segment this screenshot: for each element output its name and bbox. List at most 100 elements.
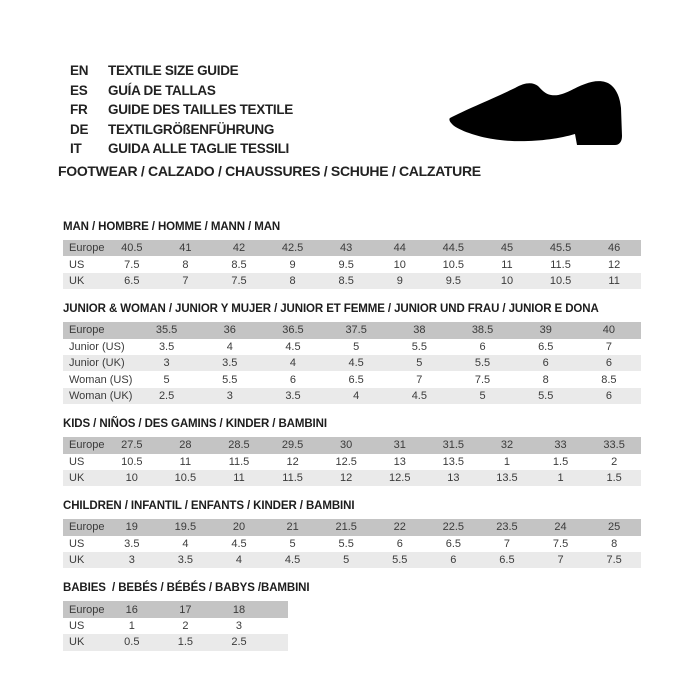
size-table: Europe 16 17 18 US 1 2 3 UK 0.5 1.5 2.5 (63, 601, 288, 651)
table-row: US 7.5 8 8.5 9 9.5 10 10.5 11 11.5 12 (63, 256, 641, 273)
row-label: US (69, 455, 85, 468)
size-cell: 11.5 (282, 472, 303, 485)
size-cell: 4 (226, 340, 233, 353)
size-cell: 5 (343, 554, 350, 567)
table-row: UK 0.5 1.5 2.5 (63, 634, 288, 651)
size-cell: 6 (396, 537, 403, 550)
language-label: TEXTILGRÖßENFÜHRUNG (108, 121, 275, 137)
size-cell: 44 (393, 242, 406, 255)
size-cell: 41 (179, 242, 192, 255)
size-cell: 44.5 (442, 242, 465, 255)
language-row: DE TEXTILGRÖßENFÜHRUNG (70, 122, 293, 142)
size-cell: 3 (128, 554, 135, 567)
row-label: UK (69, 636, 85, 649)
section-title: KIDS / NIÑOS / DES GAMINS / KINDER / BAM… (63, 418, 327, 431)
size-table-section: KIDS / NIÑOS / DES GAMINS / KINDER / BAM… (63, 418, 641, 487)
size-cell: 10 (393, 258, 406, 271)
table-row: US 3.5 4 4.5 5 5.5 6 6.5 7 7.5 8 (63, 535, 641, 553)
row-label: Europe (69, 603, 105, 616)
size-cell: 45 (500, 242, 514, 255)
row-label: Woman (UK) (69, 389, 133, 402)
row-label: US (69, 620, 85, 633)
size-cell: 6 (605, 389, 612, 402)
size-cell: 3.5 (124, 537, 140, 550)
size-cell: 17 (179, 603, 192, 616)
size-cell: 4.5 (284, 554, 301, 567)
size-cell: 42.5 (281, 242, 304, 255)
size-cell: 33.5 (603, 439, 625, 452)
row-label: US (69, 258, 85, 271)
size-cell: 7 (416, 373, 423, 386)
size-cell: 6.5 (445, 537, 461, 550)
size-cell: 46 (608, 242, 621, 255)
size-cell: 6.5 (124, 274, 140, 287)
size-cell: 33 (554, 439, 567, 452)
table-row: Woman (UK) 2.5 3 3.5 4 4.5 5 5.5 6 (63, 387, 641, 405)
size-cell: 38.5 (471, 324, 494, 337)
dress-shoe-icon (445, 58, 630, 153)
size-cell: 3 (226, 389, 233, 402)
table-row: Europe 40.5 41 42 42.5 43 44 44.5 45 45.5 46 (63, 240, 641, 257)
section-title: CHILDREN / INFANTIL / ENFANTS / KINDER /… (63, 500, 355, 513)
section-title: JUNIOR & WOMAN / JUNIOR Y MUJER / JUNIOR… (63, 303, 599, 316)
size-table-section: JUNIOR & WOMAN / JUNIOR Y MUJER / JUNIOR… (63, 303, 641, 405)
size-cell: 3.5 (177, 554, 194, 567)
row-label: Junior (US) (69, 340, 125, 353)
size-cell: 13 (393, 455, 406, 468)
size-cell: 13.5 (442, 455, 465, 468)
size-cell: 27.5 (121, 439, 143, 452)
size-cell: 12 (286, 455, 299, 468)
size-cell: 7.5 (606, 554, 622, 567)
size-cell: 40 (602, 324, 616, 337)
size-cell: 8.5 (338, 274, 354, 287)
size-table: Europe 27.5 28 28.5 29.5 30 31 31.5 32 33 33.5 US 10… (63, 437, 641, 487)
size-cell: 30 (340, 439, 353, 452)
size-cell: 3 (235, 620, 243, 633)
size-cell: 9 (396, 274, 403, 287)
size-cell: 31.5 (442, 439, 465, 452)
size-cell: 21 (286, 521, 299, 534)
size-cell: 1.5 (177, 636, 194, 649)
size-cell: 7 (182, 274, 189, 287)
language-row: ES GUÍA DE TALLAS (70, 83, 293, 103)
size-cell: 6 (605, 357, 612, 370)
row-label: Junior (UK) (69, 357, 125, 370)
row-label: Europe (69, 439, 105, 452)
size-cell: 32 (500, 439, 514, 452)
language-row: FR GUIDE DES TAILLES TEXTILE (70, 102, 293, 122)
size-cell: 5.5 (538, 389, 554, 402)
size-cell: 2 (611, 455, 618, 468)
size-cell: 7 (557, 554, 564, 567)
size-cell: 6 (289, 373, 297, 386)
table-row: US 10.5 11 11.5 12 12.5 13 13.5 1 1.5 2 (63, 453, 641, 470)
size-cell: 12 (608, 258, 621, 271)
size-cell: 3.5 (222, 357, 238, 370)
language-code: FR (70, 102, 88, 117)
size-cell: 16 (125, 603, 138, 616)
size-cell: 5.5 (411, 340, 427, 353)
size-cell: 21.5 (335, 521, 357, 534)
table-row: Europe 27.5 28 28.5 29.5 30 31 31.5 32 33 33.5 (63, 437, 641, 454)
size-cell: 4 (289, 357, 297, 370)
size-cell: 31 (393, 439, 406, 452)
size-cell: 9 (289, 258, 296, 271)
size-cell: 22.5 (442, 521, 465, 534)
size-cell: 12.5 (389, 472, 411, 485)
size-cell: 22 (393, 521, 406, 534)
size-cell: 40.5 (121, 242, 143, 255)
size-cell: 20 (232, 521, 246, 534)
size-cell: 6 (450, 554, 457, 567)
size-cell: 4 (353, 389, 360, 402)
size-cell: 5.5 (338, 537, 354, 550)
row-label: Europe (69, 324, 105, 337)
size-cell: 7 (605, 340, 612, 353)
size-cell: 5.5 (474, 357, 491, 370)
size-cell: 2.5 (231, 636, 247, 649)
size-cell: 11.5 (228, 455, 250, 468)
size-cell: 2 (182, 620, 189, 633)
table-row: UK 10 10.5 11 11.5 12 12.5 13 13.5 1 1.5 (63, 469, 641, 487)
table-row: Europe 16 17 18 (63, 601, 288, 618)
row-label: US (69, 537, 85, 550)
size-table: Europe 40.5 41 42 42.5 43 44 44.5 45 45.5 46 US 7.5 8… (63, 240, 641, 290)
size-cell: 5 (479, 389, 486, 402)
